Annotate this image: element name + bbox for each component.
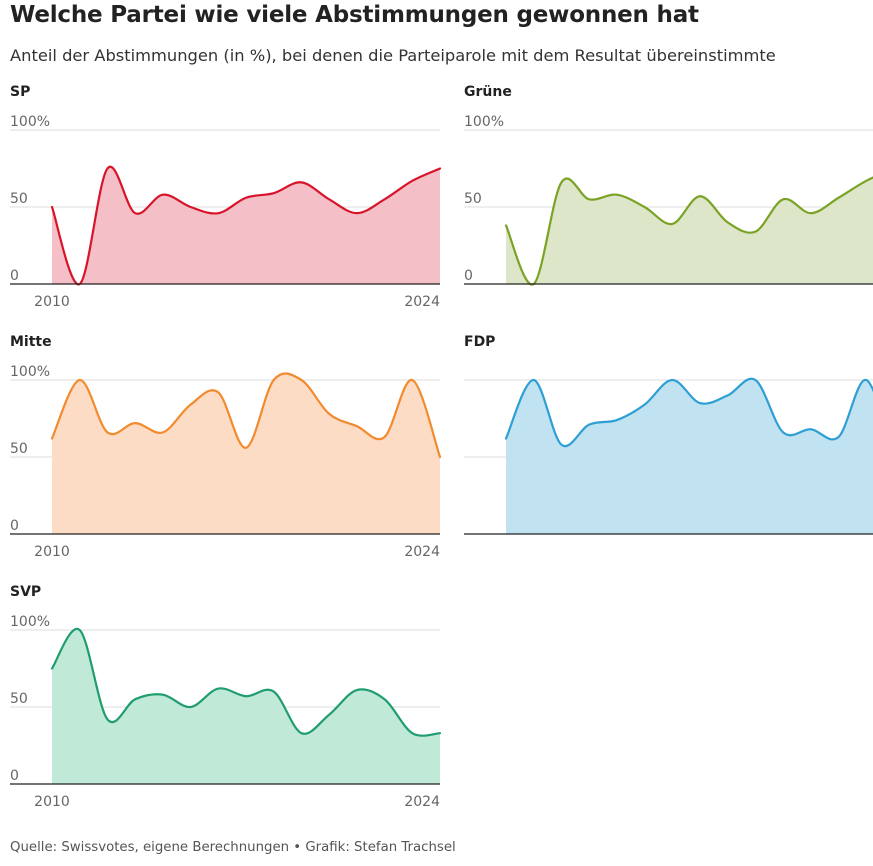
panel-plot: 0 50 100% 2010 2024 [10, 364, 442, 560]
y-tick-label: 50 [10, 691, 28, 707]
panel-title: SP [10, 84, 31, 100]
panel-fdp: FDP [464, 334, 873, 569]
y-tick-label: 0 [10, 268, 19, 284]
chart-title: Welche Partei wie viele Abstimmungen gew… [10, 2, 699, 28]
panel-title: FDP [464, 334, 496, 350]
panel-title: Mitte [10, 334, 52, 350]
series-area [506, 378, 873, 534]
y-tick-label: 100% [464, 114, 504, 130]
y-tick-label: 50 [10, 441, 28, 457]
panel-plot: 0 50 100% 2010 2024 [10, 114, 442, 310]
panel-title: Grüne [464, 84, 512, 100]
x-tick-label: 2010 [34, 544, 70, 560]
series-line [50, 627, 442, 737]
panel-sp: SP 0 50 100% 2010 2024 [10, 84, 450, 319]
series-line [50, 165, 442, 286]
y-tick-label: 0 [464, 268, 473, 284]
y-tick-label: 100% [10, 614, 50, 630]
x-tick-label: 2024 [404, 544, 440, 560]
x-tick-label: 2024 [404, 794, 440, 810]
series-area [506, 177, 873, 285]
panel-gruene: Grüne 0 50 100% [464, 84, 873, 319]
panel-plot [464, 377, 873, 535]
panel-svp: SVP 0 50 100% 2010 2024 [10, 584, 450, 819]
panel-plot: 0 50 100% 2010 2024 [10, 614, 442, 810]
panel-plot: 0 50 100% [464, 114, 873, 286]
series-area [52, 628, 440, 784]
y-tick-label: 100% [10, 114, 50, 130]
y-tick-label: 50 [10, 191, 28, 207]
y-tick-label: 0 [10, 768, 19, 784]
y-tick-label: 100% [10, 364, 50, 380]
series-line [504, 176, 873, 286]
series-line [50, 372, 442, 459]
x-tick-label: 2024 [404, 294, 440, 310]
chart-subtitle: Anteil der Abstimmungen (in %), bei dene… [10, 46, 776, 65]
y-tick-label: 0 [10, 518, 19, 534]
x-tick-label: 2010 [34, 294, 70, 310]
chart-footer: Quelle: Swissvotes, eigene Berechnungen … [10, 840, 456, 855]
series-area [52, 166, 440, 285]
panel-title: SVP [10, 584, 42, 600]
y-tick-label: 50 [464, 191, 482, 207]
series-area [52, 373, 440, 534]
x-tick-label: 2010 [34, 794, 70, 810]
panel-mitte: Mitte 0 50 100% 2010 2024 [10, 334, 450, 569]
series-line [504, 377, 873, 448]
